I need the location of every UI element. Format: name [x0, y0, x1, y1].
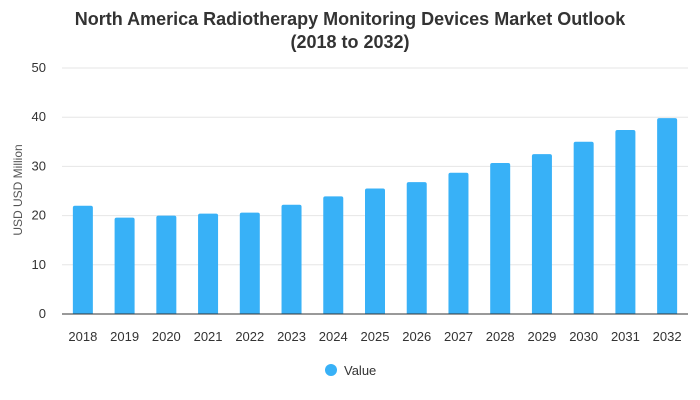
- x-tick-label: 2022: [235, 329, 264, 344]
- chart-title-line-2: (2018 to 2032): [290, 32, 410, 52]
- legend[interactable]: Value: [325, 363, 376, 378]
- bar-2023[interactable]: [281, 204, 302, 314]
- bar-2031[interactable]: [615, 129, 636, 314]
- y-tick-label: 20: [32, 208, 46, 223]
- x-tick-label: 2021: [194, 329, 223, 344]
- x-tick-label: 2030: [569, 329, 598, 344]
- bar-2018[interactable]: [72, 205, 93, 314]
- y-tick-label: 30: [32, 158, 46, 173]
- bar-2021[interactable]: [198, 213, 219, 314]
- x-tick-label: 2024: [319, 329, 348, 344]
- bar-2024[interactable]: [323, 196, 344, 314]
- x-tick-label: 2027: [444, 329, 473, 344]
- bar-2030[interactable]: [573, 141, 594, 314]
- legend-label-value[interactable]: Value: [344, 363, 376, 378]
- x-tick-label: 2025: [361, 329, 390, 344]
- bar-2028[interactable]: [490, 162, 511, 314]
- bar-2026[interactable]: [406, 182, 427, 314]
- x-tick-label: 2020: [152, 329, 181, 344]
- bars: [72, 118, 678, 315]
- x-tick-label: 2032: [653, 329, 682, 344]
- bar-2027[interactable]: [448, 172, 469, 314]
- y-axis-label: USD USD Million: [11, 144, 25, 235]
- chart-title: North America Radiotherapy Monitoring De…: [0, 8, 700, 54]
- y-tick-label: 40: [32, 109, 46, 124]
- y-axis-ticks: 0 10 20 30 40 50: [32, 60, 46, 321]
- y-tick-label: 50: [32, 60, 46, 75]
- bar-2029[interactable]: [531, 154, 552, 314]
- x-tick-label: 2018: [68, 329, 97, 344]
- y-tick-label: 10: [32, 257, 46, 272]
- x-tick-label: 2028: [486, 329, 515, 344]
- x-tick-label: 2031: [611, 329, 640, 344]
- y-tick-label: 0: [39, 306, 46, 321]
- bar-2032[interactable]: [657, 118, 678, 315]
- bar-2019[interactable]: [114, 217, 135, 314]
- x-tick-label: 2019: [110, 329, 139, 344]
- x-tick-label: 2023: [277, 329, 306, 344]
- x-tick-label: 2029: [527, 329, 556, 344]
- bar-2020[interactable]: [156, 215, 177, 314]
- legend-swatch-value[interactable]: [325, 364, 337, 376]
- x-tick-label: 2026: [402, 329, 431, 344]
- bar-2022[interactable]: [239, 212, 260, 314]
- x-axis-ticks: 2018 2019 2020 2021 2022 2023 2024 2025 2026 2027…: [68, 329, 681, 344]
- bar-2025[interactable]: [365, 188, 385, 314]
- chart-title-line-1: North America Radiotherapy Monitoring De…: [74, 9, 626, 29]
